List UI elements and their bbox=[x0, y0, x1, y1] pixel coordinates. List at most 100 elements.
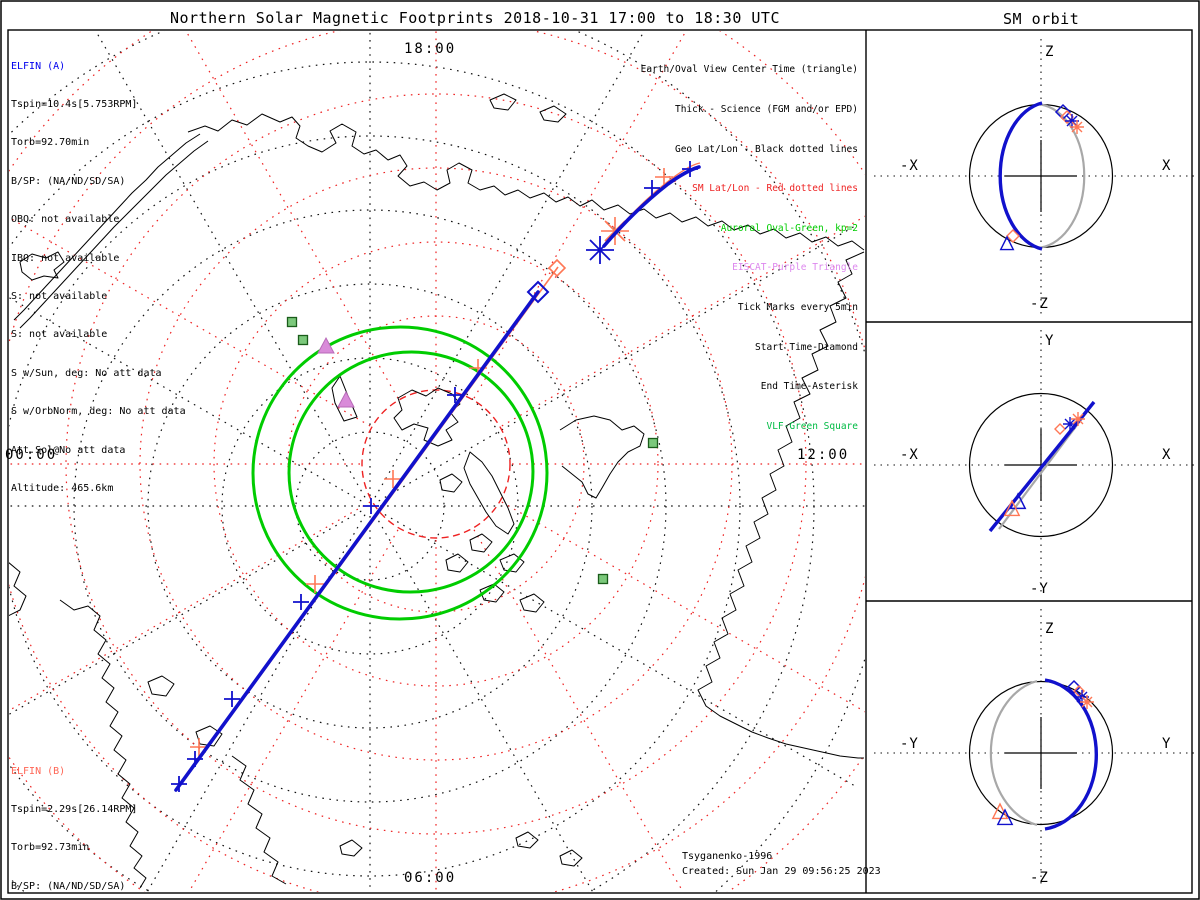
axis-label-x-right-1: X bbox=[1162, 158, 1172, 174]
orbit-panel-xz bbox=[874, 39, 1194, 314]
elfin-a-info: ELFIN (A) Tspin=10.4s[5.753RPM] Torb=92.… bbox=[11, 35, 186, 508]
footprint-b-ticks bbox=[190, 168, 673, 756]
mlt-label-00: 00:00 bbox=[5, 447, 58, 463]
panel-markers bbox=[999, 103, 1084, 251]
start-diamond-b-icon bbox=[1054, 423, 1066, 435]
axis-label-y-left-3: -Y bbox=[900, 736, 919, 752]
earth-circle bbox=[968, 392, 1114, 538]
legend-line: VLF-Green Square bbox=[766, 420, 858, 432]
eiscat-triangles bbox=[317, 336, 355, 408]
earth-cross bbox=[1005, 429, 1077, 501]
axis-label-z-top-3: Z bbox=[1045, 621, 1055, 637]
sm-grid bbox=[9, 31, 865, 892]
axis-label-x-left-1: -X bbox=[900, 158, 919, 174]
footprint-a-start-diamond-icon bbox=[526, 280, 550, 304]
orbit-panel-yz bbox=[874, 609, 1194, 885]
axis-label-x-left-2: -X bbox=[900, 447, 919, 463]
elfin-b-line: Torb=92.73min bbox=[11, 842, 90, 854]
elfin-b-line: Tspin=2.29s[26.14RPM] bbox=[11, 803, 138, 815]
elfin-a-line: Torb=92.70min bbox=[11, 137, 90, 149]
axis-label-z-bottom-1: -Z bbox=[1030, 296, 1049, 312]
orbit-panel-xy bbox=[874, 330, 1194, 592]
center-diamond-b-icon bbox=[1006, 229, 1020, 243]
orbit-arc-blue bbox=[998, 101, 1043, 251]
footprint-a-line bbox=[174, 290, 540, 792]
start-diamond-a-icon bbox=[1066, 679, 1082, 695]
legend-line: Tick Marks every 5min bbox=[737, 302, 858, 314]
axis-label-y-right-3: Y bbox=[1162, 736, 1172, 752]
legend-line: Earth/Oval View Center Time (triangle) bbox=[640, 64, 858, 76]
elfin-a-line: Altitude: 465.6km bbox=[11, 482, 114, 494]
elfin-a-line: S w/OrbNorm, deg: No att data bbox=[11, 406, 186, 418]
start-diamond-b-icon bbox=[1073, 685, 1085, 697]
orbit-arc-gray bbox=[1040, 103, 1086, 249]
axis-label-y-bottom-2: -Y bbox=[1030, 581, 1049, 597]
footprint-b bbox=[181, 162, 701, 784]
legend-line: Auroral Oval-Green, kp=2 bbox=[720, 222, 858, 234]
auroral-ovals bbox=[251, 325, 549, 621]
legend-line: End Time-Asterisk bbox=[760, 381, 858, 393]
page-title: Northern Solar Magnetic Footprints 2018-… bbox=[170, 9, 780, 27]
end-asterisk-b-icon bbox=[1080, 695, 1094, 709]
center-triangle-a-icon bbox=[1009, 492, 1027, 510]
axis-label-z-top-1: Z bbox=[1045, 44, 1055, 60]
end-asterisk-a-icon bbox=[1063, 417, 1077, 431]
end-asterisk-a-icon bbox=[1065, 114, 1079, 128]
mlt-label-12: 12:00 bbox=[797, 447, 850, 463]
mlt-label-06: 06:00 bbox=[404, 870, 457, 886]
earth-cross bbox=[1005, 717, 1077, 789]
elfin-a-line: OBQ: not available bbox=[11, 214, 120, 226]
sm-80lat-dashed-circle bbox=[361, 389, 511, 539]
legend-line: Start Time-Diamond bbox=[755, 341, 858, 353]
polar-map bbox=[9, 31, 865, 892]
center-triangle-b-icon bbox=[991, 802, 1009, 820]
end-asterisk-b-icon bbox=[1071, 412, 1085, 426]
panel-axes-dotted bbox=[874, 609, 1194, 885]
footprint-a-arc bbox=[602, 165, 701, 248]
footprint-a bbox=[171, 161, 701, 792]
elfin-a-line: IBQ: not available bbox=[11, 252, 120, 264]
orbit-arc-blue bbox=[1044, 678, 1098, 831]
axis-label-y-top-2: Y bbox=[1045, 333, 1055, 349]
elfin-a-title: ELFIN (A) bbox=[11, 60, 66, 72]
elfin-b-title: ELFIN (B) bbox=[11, 765, 66, 777]
axis-label-z-bottom-3: -Z bbox=[1030, 870, 1049, 886]
axis-label-x-right-2: X bbox=[1162, 447, 1172, 463]
footprint-a-ticks bbox=[171, 161, 698, 792]
panel-axes-dotted bbox=[874, 330, 1194, 592]
elfin-a-line: S: not available bbox=[11, 329, 108, 341]
map-legend: Earth/Oval View Center Time (triangle) T… bbox=[641, 37, 858, 446]
legend-line: EISCAT-Purple Triangle bbox=[732, 262, 858, 274]
end-asterisk-b-icon bbox=[1070, 120, 1084, 134]
earth-circle bbox=[968, 680, 1114, 826]
center-triangle-b-icon bbox=[1003, 499, 1021, 517]
elfin-a-line: S w/Sun, deg: No att data bbox=[11, 367, 162, 379]
center-triangle-a-icon bbox=[996, 808, 1014, 826]
center-triangle-a-icon bbox=[999, 235, 1015, 251]
footprint-b-start-diamond-icon bbox=[547, 258, 567, 278]
elfin-a-line: Tspin=10.4s[5.753RPM] bbox=[11, 98, 138, 110]
earth-cross bbox=[1005, 140, 1077, 212]
legend-line: Thick - Science (FGM and/or EPD) bbox=[674, 104, 858, 116]
sm-orbit-title: SM orbit bbox=[1003, 10, 1080, 28]
elfin-a-line: B/SP: (NA/ND/SD/SA) bbox=[11, 175, 126, 187]
mlt-label-18: 18:00 bbox=[404, 41, 457, 57]
elfin-b-line: B/SP: (NA/ND/SD/SA) bbox=[11, 880, 126, 892]
panel-markers bbox=[1003, 412, 1085, 517]
panel-markers bbox=[991, 679, 1094, 826]
legend-line: SM Lat/Lon - Red dotted lines bbox=[692, 183, 858, 195]
coastlines bbox=[9, 93, 865, 889]
elfin-b-info: ELFIN (B) Tspin=2.29s[26.14RPM] Torb=92.… bbox=[11, 740, 186, 900]
vlf-squares bbox=[286, 316, 659, 585]
created-timestamp: Created: Sun Jan 29 09:56:25 2023 bbox=[682, 866, 881, 877]
elfin-a-line: S: not available bbox=[11, 290, 108, 302]
legend-line: Geo Lat/Lon - Black dotted lines bbox=[674, 143, 858, 155]
start-diamond-b-icon bbox=[1060, 110, 1074, 124]
elfin-a-line: Att.Sol@No att data bbox=[11, 444, 126, 456]
model-attribution: Tsyganenko-1996 bbox=[682, 851, 773, 862]
footprint-a-end-asterisk-icon bbox=[586, 236, 614, 264]
orbit-arc-gray bbox=[989, 679, 1038, 827]
